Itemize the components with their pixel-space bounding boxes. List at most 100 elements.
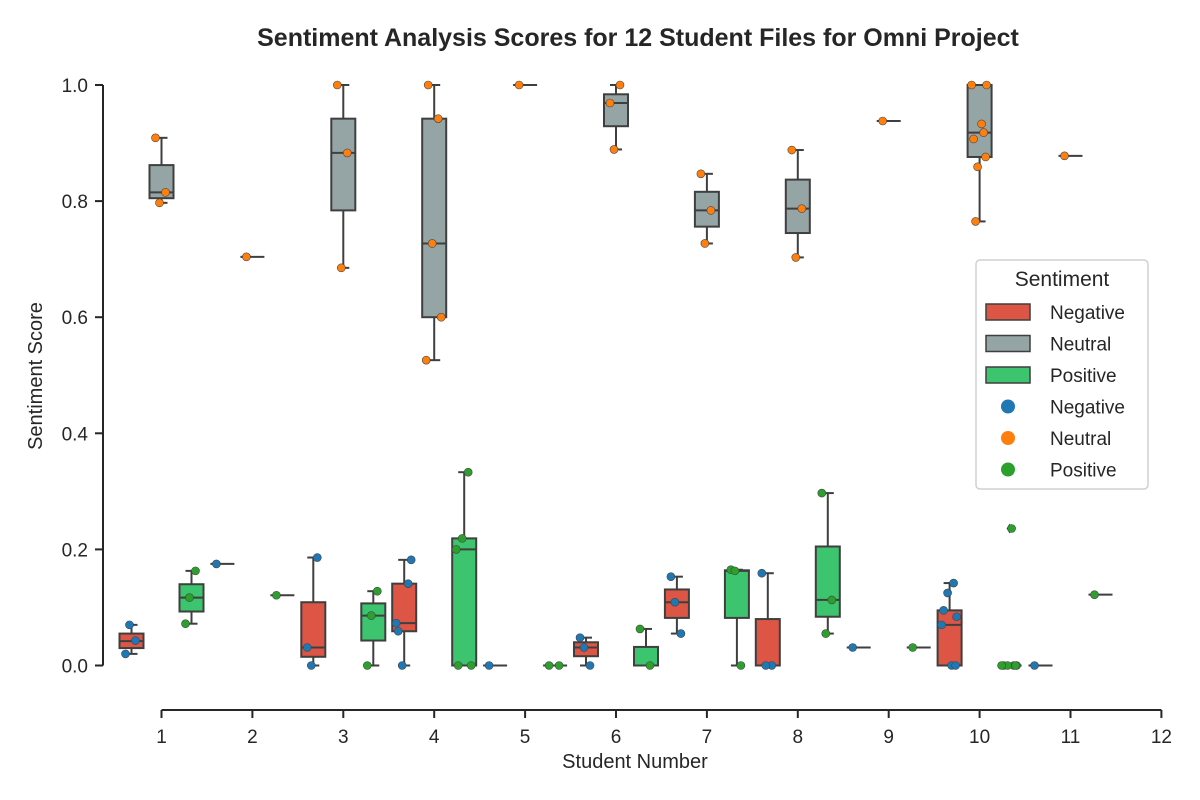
point-negative-student-10 — [937, 620, 946, 630]
point-negative-student-10 — [949, 578, 958, 588]
box-neutral-student-8 — [784, 149, 811, 259]
point-negative-student-10 — [952, 612, 961, 622]
point-neutral-student-4 — [433, 114, 443, 123]
point-negative-student-3 — [302, 643, 312, 652]
box-body — [784, 178, 811, 235]
chart-title: Sentiment Analysis Scores for 12 Student… — [257, 24, 1019, 52]
point-positive-student-10 — [1011, 661, 1020, 670]
box-neutral-student-10 — [966, 84, 993, 223]
legend-swatch-box — [985, 366, 1031, 384]
point-negative-student-4 — [397, 661, 407, 670]
point-negative-student-10 — [939, 606, 948, 615]
point-neutral-student-11 — [1060, 151, 1069, 161]
box-positive-student-6 — [633, 627, 659, 667]
point-positive-student-2 — [272, 590, 281, 600]
x-tick-label: 7 — [702, 727, 713, 748]
y-tick-label: 0.4 — [62, 424, 89, 445]
legend-swatch-point — [1001, 399, 1015, 414]
point-negative-student-5 — [484, 661, 494, 670]
point-negative-student-9 — [848, 643, 858, 652]
point-neutral-student-7 — [700, 239, 710, 248]
point-neutral-student-8 — [791, 253, 801, 262]
point-positive-student-6 — [635, 624, 645, 634]
point-neutral-student-3 — [332, 80, 342, 90]
point-neutral-student-6 — [609, 145, 619, 154]
box-neutral-student-4 — [421, 84, 448, 362]
point-negative-student-3 — [312, 553, 322, 562]
point-positive-student-6 — [645, 661, 655, 670]
box-neutral-student-6 — [603, 84, 629, 151]
box-body — [723, 569, 750, 619]
point-positive-student-3 — [366, 611, 376, 620]
point-negative-student-7 — [676, 629, 686, 638]
point-negative-student-4 — [403, 579, 413, 588]
point-positive-student-11 — [1090, 590, 1099, 599]
point-neutral-student-10 — [981, 152, 990, 162]
point-negative-student-1 — [131, 636, 140, 645]
legend-swatch-box — [985, 334, 1031, 353]
box-body — [421, 117, 448, 319]
point-neutral-student-9 — [878, 116, 888, 126]
point-neutral-student-10 — [982, 80, 991, 90]
legend-entry-label: Positive — [1050, 366, 1117, 387]
point-negative-student-4 — [393, 626, 403, 636]
point-neutral-student-7 — [696, 169, 706, 179]
point-positive-student-3 — [372, 586, 382, 596]
box-positive-student-8 — [814, 492, 841, 635]
x-tick-label: 11 — [1061, 727, 1081, 748]
point-neutral-student-2 — [242, 252, 251, 262]
x-tick-label: 10 — [969, 727, 990, 748]
x-tick-label: 4 — [429, 727, 440, 748]
box-positive-student-3 — [360, 590, 387, 667]
point-positive-student-3 — [362, 661, 372, 670]
y-tick-label: 0.0 — [62, 657, 88, 678]
point-neutral-student-7 — [706, 206, 716, 215]
point-neutral-student-6 — [615, 80, 625, 90]
box-body — [936, 609, 963, 667]
legend-entry-label: Neutral — [1050, 429, 1111, 450]
point-neutral-student-8 — [797, 204, 807, 213]
point-positive-student-5 — [554, 661, 564, 670]
point-positive-student-9 — [908, 643, 918, 652]
point-neutral-student-6 — [605, 98, 615, 108]
point-negative-student-11 — [1030, 661, 1039, 670]
point-positive-student-4 — [466, 661, 476, 670]
point-positive-student-8 — [821, 629, 831, 638]
point-neutral-student-1 — [161, 188, 170, 197]
point-neutral-student-4 — [427, 239, 437, 248]
y-tick-label: 0.8 — [62, 192, 88, 213]
point-negative-student-4 — [406, 555, 416, 565]
point-positive-student-8 — [817, 488, 827, 498]
point-positive-student-1 — [181, 619, 190, 629]
point-positive-student-4 — [453, 661, 463, 670]
box-negative-student-8 — [754, 572, 781, 667]
box-positive-student-7 — [723, 568, 750, 667]
point-negative-student-10 — [943, 588, 952, 598]
x-tick-label: 9 — [883, 727, 894, 748]
point-neutral-student-1 — [155, 198, 164, 208]
x-tick-label: 6 — [611, 727, 622, 748]
box-neutral-student-7 — [693, 172, 720, 245]
point-neutral-student-10 — [967, 80, 976, 90]
box-negative-student-4 — [391, 558, 418, 667]
x-tick-label: 3 — [338, 727, 349, 748]
point-neutral-student-10 — [969, 134, 978, 144]
point-neutral-student-5 — [514, 80, 524, 90]
legend-entry-label: Negative — [1050, 303, 1125, 324]
point-positive-student-7 — [736, 661, 746, 670]
legend-entry-label: Negative — [1050, 398, 1125, 419]
point-negative-student-6 — [579, 643, 589, 652]
box-body — [330, 117, 357, 212]
point-negative-student-2 — [212, 559, 221, 569]
point-negative-student-10 — [951, 661, 960, 670]
legend-swatch-point — [1001, 462, 1015, 477]
point-neutral-student-10 — [973, 162, 982, 172]
x-axis-label: Student Number — [562, 751, 708, 773]
box-neutral-student-3 — [330, 84, 357, 269]
point-neutral-student-10 — [979, 128, 988, 137]
point-neutral-student-10 — [971, 217, 980, 226]
point-negative-student-7 — [670, 597, 680, 607]
legend-entry-label: Neutral — [1050, 335, 1111, 356]
